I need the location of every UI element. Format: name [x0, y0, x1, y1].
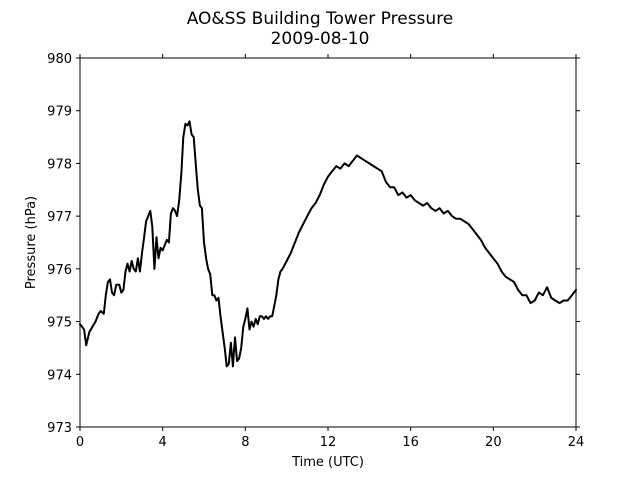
y-tick-label: 979 [47, 105, 72, 120]
y-tick-label: 977 [47, 210, 72, 225]
x-tick-label: 12 [320, 435, 337, 450]
y-tick-label: 976 [47, 263, 72, 278]
x-axis-label: Time (UTC) [291, 455, 364, 470]
x-tick-label: 24 [568, 435, 585, 450]
y-axis-label: Pressure (hPa) [24, 196, 39, 289]
x-tick-label: 4 [159, 435, 167, 450]
x-tick-label: 20 [485, 435, 502, 450]
y-tick-label: 980 [47, 52, 72, 67]
x-tick-label: 8 [241, 435, 249, 450]
plot-frame [79, 57, 577, 428]
axis-ticks: 0 4 8 12 16 20 24 973 974 975 976 977 978 979 980 [47, 52, 584, 450]
chart-title: AO&SS Building Tower Pressure [187, 9, 454, 29]
y-tick-label: 974 [47, 368, 72, 383]
y-tick-label: 978 [47, 157, 72, 172]
y-tick-label: 973 [47, 421, 72, 436]
y-tick-label: 975 [47, 316, 72, 331]
x-tick-label: 16 [402, 435, 419, 450]
chart-subtitle: 2009-08-10 [271, 29, 370, 49]
pressure-series-line [79, 120, 577, 368]
x-tick-label: 0 [76, 435, 84, 450]
